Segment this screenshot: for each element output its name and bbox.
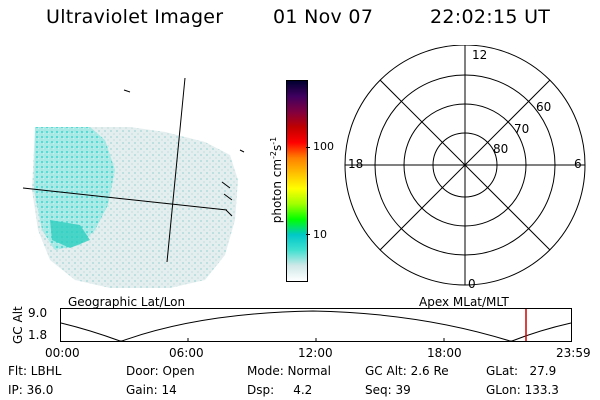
colorbar-tick-label: 10	[313, 228, 327, 241]
timeline-y-axis-label: GC Alt	[11, 306, 25, 344]
lat-label-60: 60	[536, 100, 551, 114]
mlt-label-6: 6	[574, 157, 582, 171]
latitude-line	[22, 187, 228, 211]
coastline-mark	[123, 89, 131, 93]
timeline-x-tick: 12:00	[298, 346, 333, 360]
mlt-label-0: 0	[468, 277, 476, 291]
mlt-diagonal	[379, 79, 551, 251]
color-scale-bar	[286, 80, 308, 282]
coastline-mark	[239, 149, 245, 153]
lat-label-80: 80	[493, 142, 508, 156]
color-scale-gradient	[287, 81, 307, 281]
status-dsp: Dsp: 4.2	[247, 383, 313, 397]
coastline-mark	[221, 181, 231, 189]
status-filter: Flt: LBHL	[8, 364, 62, 378]
status-glon: GLon: 133.3	[486, 383, 559, 397]
status-gain: Gain: 14	[126, 383, 177, 397]
timeline-right-title: Apex MLat/MLT	[419, 295, 509, 309]
observation-date: 01 Nov 07	[273, 6, 374, 28]
colorbar-unit-label: photon cm-2s-1	[269, 136, 284, 224]
timeline-left-title: Geographic Lat/Lon	[68, 295, 186, 309]
timeline-y-tick: 9.0	[28, 306, 48, 320]
status-ip: IP: 36.0	[8, 383, 54, 397]
status-seq: Seq: 39	[365, 383, 411, 397]
colorbar-tick	[306, 234, 310, 235]
geographic-image	[22, 77, 245, 288]
status-mode: Mode: Normal	[247, 364, 331, 378]
altitude-timeline-plot	[60, 308, 572, 342]
timeline-x-tick: 00:00	[45, 346, 80, 360]
auroral-emission-region	[34, 127, 115, 250]
timeline-x-tick: 23:59	[556, 346, 591, 360]
mlt-label-12: 12	[472, 48, 487, 62]
colorbar-tick	[306, 147, 310, 148]
auroral-emission-spot	[50, 220, 90, 248]
timeline-x-tick: 18:00	[427, 346, 462, 360]
polar-mlt-plot: 12 0 18 6 60 70 80	[344, 45, 586, 291]
mlt-label-18: 18	[348, 157, 363, 171]
altitude-curve	[60, 310, 572, 342]
coastline-mark	[225, 209, 233, 217]
status-gc-alt: GC Alt: 2.6 Re	[365, 364, 449, 378]
colorbar-tick-label: 100	[313, 140, 334, 153]
status-door: Door: Open	[126, 364, 195, 378]
coastline-mark	[223, 193, 233, 201]
observation-time: 22:02:15 UT	[430, 6, 551, 28]
longitude-line	[166, 77, 186, 263]
lat-label-70: 70	[514, 122, 529, 136]
status-glat: GLat: 27.9	[486, 364, 557, 378]
timeline-x-tick: 06:00	[169, 346, 204, 360]
timeline-y-tick: 1.8	[28, 328, 48, 342]
instrument-title: Ultraviolet Imager	[46, 6, 224, 28]
